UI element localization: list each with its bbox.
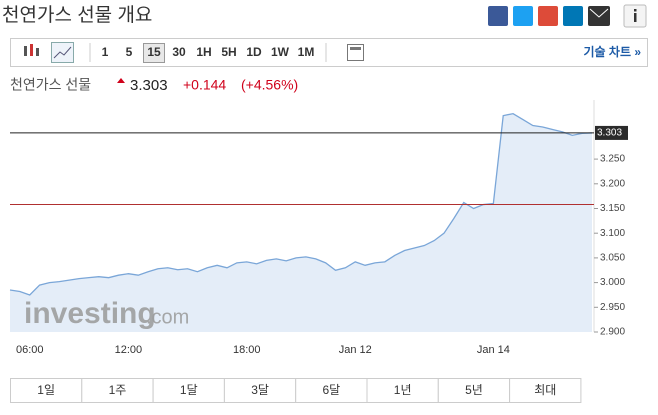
candle-glyph [30, 44, 33, 56]
twitter-icon[interactable] [513, 6, 533, 26]
interval-selected [143, 43, 165, 63]
range-button[interactable] [81, 378, 154, 403]
info-glyph [634, 9, 637, 12]
range-label[interactable]: 5년 [465, 383, 483, 397]
y-tick-label: 3.250 [600, 154, 625, 165]
x-tick-label: 06:00 [16, 344, 44, 356]
last-value-box [595, 125, 628, 140]
line-chart-glyph [53, 46, 72, 59]
y-tick-label: 3.200 [600, 178, 625, 189]
range-label[interactable]: 1일 [37, 383, 55, 397]
range-label[interactable]: 6달 [322, 383, 340, 397]
y-tick-label: 2.900 [600, 327, 625, 338]
price-line [9, 112, 593, 296]
technical-chart-link[interactable]: 기술 차트 » [583, 44, 641, 59]
interval-button[interactable]: 15 [147, 45, 161, 59]
range-button[interactable] [295, 378, 368, 403]
quote-price: 3.303 [130, 77, 168, 94]
x-tick-label: 12:00 [115, 344, 143, 356]
quote-change-pct: (+4.56%) [241, 77, 298, 93]
area-fill [10, 113, 592, 332]
y-tick-label: 3.050 [600, 253, 625, 264]
range-label[interactable]: 3달 [251, 383, 269, 397]
share-icons [488, 4, 647, 28]
interval-button[interactable]: 1W [271, 45, 290, 59]
watermark: .com [146, 306, 189, 328]
interval-button[interactable]: 1D [246, 45, 262, 59]
mail-glyph [589, 8, 609, 18]
range-label[interactable]: 1달 [180, 383, 198, 397]
y-tick-label: 3.000 [600, 277, 625, 288]
page-title: 천연가스 선물 개요 [2, 4, 152, 26]
last-value-label: 3.303 [597, 128, 622, 139]
interval-button[interactable]: 5 [126, 45, 133, 59]
range-button[interactable] [366, 378, 439, 403]
y-tick-label: 3.100 [600, 228, 625, 239]
up-arrow [117, 78, 125, 83]
y-tick-label: 3.150 [600, 203, 625, 214]
mail-icon[interactable] [588, 6, 610, 26]
interval-button[interactable]: 1M [298, 45, 315, 59]
x-tick-label: 18:00 [233, 344, 261, 356]
range-label[interactable]: 1주 [109, 383, 127, 397]
interval-button[interactable]: 30 [172, 45, 186, 59]
watermark: investing [24, 297, 156, 330]
candle-glyph [36, 48, 39, 56]
quote-name: 천연가스 선물 [10, 77, 91, 93]
facebook-icon[interactable] [488, 6, 508, 26]
google-icon[interactable] [538, 6, 558, 26]
interval-button[interactable]: 1H [196, 45, 211, 59]
range-button[interactable] [10, 378, 83, 403]
candle-glyph [24, 46, 27, 56]
y-tick-label: 2.950 [600, 302, 625, 313]
settings-glyph [350, 47, 361, 50]
x-tick-label: Jan 12 [339, 344, 372, 356]
x-tick-label: Jan 14 [477, 344, 510, 356]
range-button[interactable] [437, 378, 511, 403]
range-label[interactable]: 1년 [394, 383, 412, 397]
range-button[interactable] [152, 378, 225, 403]
range-button[interactable] [509, 378, 582, 403]
line-chart-icon[interactable] [51, 42, 74, 63]
toolbar [10, 38, 648, 67]
settings-icon[interactable] [347, 44, 364, 61]
info-glyph [634, 13, 637, 22]
interval-button[interactable]: 1 [102, 45, 109, 59]
interval-button[interactable]: 5H [221, 45, 236, 59]
candle-icon[interactable] [24, 44, 39, 56]
quote-change: +0.144 [183, 77, 226, 93]
range-label[interactable]: 최대 [534, 383, 556, 397]
chart: 2.900 2.950 3.000 3.050 3.100 3.150 3.200 3.250… [9, 100, 628, 356]
linkedin-icon[interactable] [563, 6, 583, 26]
